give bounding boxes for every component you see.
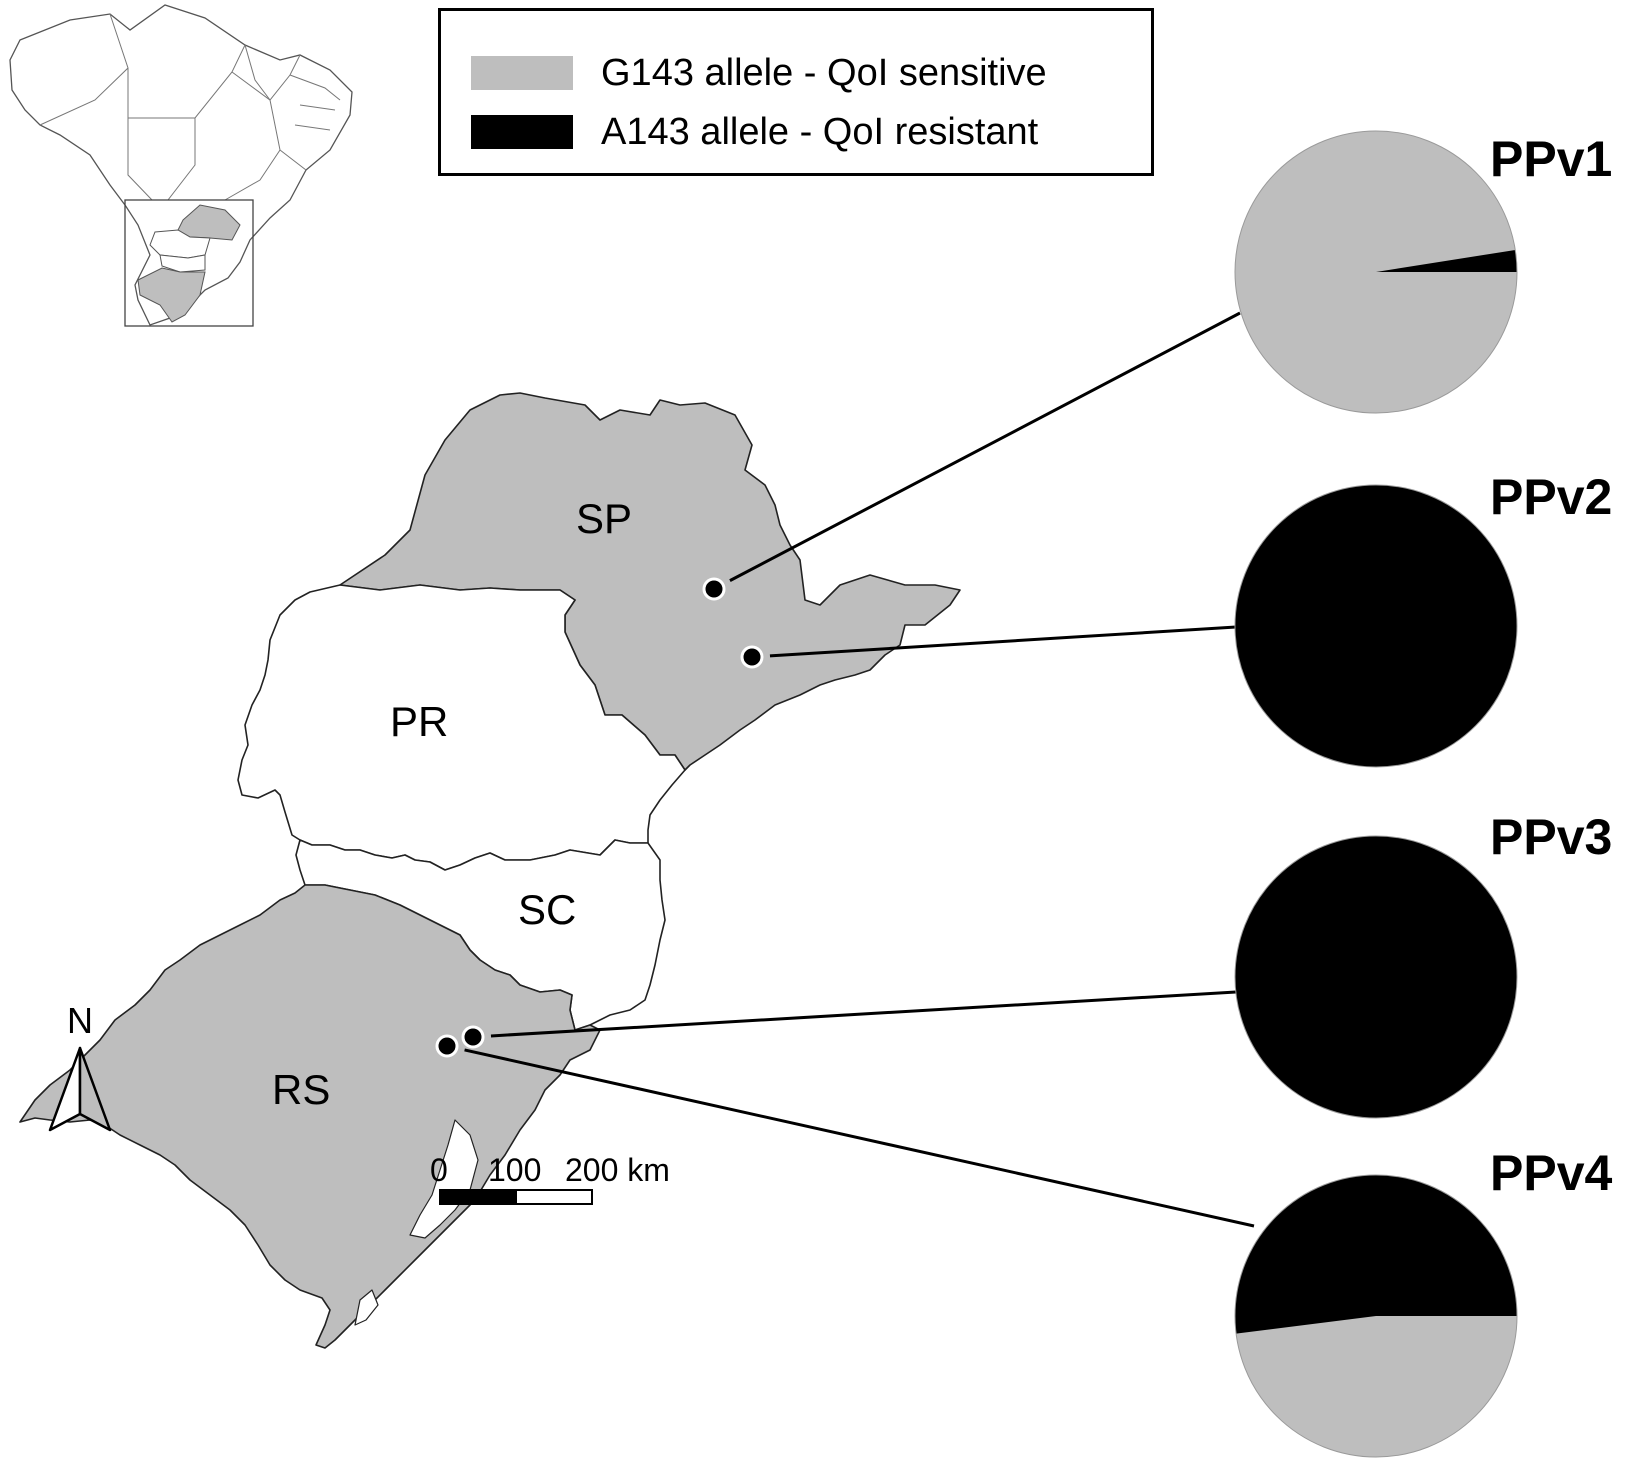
inset-sc	[159, 254, 206, 273]
leader-line-ppv3	[490, 990, 1237, 1038]
inset-extent-box	[124, 199, 254, 327]
sample-site-ppv3	[461, 1025, 485, 1049]
state-label-pr: PR	[390, 698, 449, 745]
pie-outline	[1234, 835, 1518, 1119]
state-label-sc: SC	[518, 886, 577, 933]
pie-slice-resistant	[1235, 1175, 1517, 1334]
north-arrow-icon	[48, 1046, 112, 1132]
scale-bar	[439, 1189, 593, 1205]
leader-line-ppv1	[729, 311, 1241, 582]
pie-label-ppv3: PPv3	[1490, 809, 1613, 865]
scale-bar-white-segment	[515, 1189, 593, 1205]
sample-site-ppv4	[435, 1034, 459, 1058]
inset-brazil-outline	[9, 4, 353, 326]
legend: G143 allele - QoI sensitive A143 allele …	[438, 8, 1154, 176]
inset-highlight-rs	[137, 267, 206, 323]
leader-line-ppv2	[769, 625, 1237, 658]
state-rs	[19, 884, 601, 1349]
leader-lines	[464, 311, 1255, 1228]
scale-tick-0: 0	[430, 1152, 448, 1188]
north-label: N	[67, 1000, 93, 1041]
legend-swatch-sensitive	[471, 56, 573, 90]
pie-slice-resistant	[1235, 836, 1517, 1118]
scale-tick-100: 100	[488, 1152, 542, 1188]
legend-swatch-resistant	[471, 115, 573, 149]
pie-label-ppv2: PPv2	[1490, 469, 1613, 525]
pie-label-ppv4: PPv4	[1490, 1145, 1613, 1201]
pie-ppv4	[1234, 1174, 1518, 1458]
legend-label-sensitive: G143 allele - QoI sensitive	[601, 51, 1047, 94]
sample-sites	[435, 577, 764, 1058]
main-map	[19, 392, 961, 1349]
pie-charts	[1234, 130, 1518, 1458]
pie-label-ppv1: PPv1	[1490, 131, 1613, 187]
legend-item-resistant: A143 allele - QoI resistant	[471, 102, 1038, 162]
leader-line-ppv4	[464, 1048, 1255, 1228]
pie-slice-resistant	[1235, 485, 1517, 767]
pie-outline	[1234, 1174, 1518, 1458]
pie-ppv3	[1234, 835, 1518, 1119]
sample-site-ppv2	[740, 645, 764, 669]
pie-ppv1	[1234, 130, 1518, 414]
legend-label-resistant: A143 allele - QoI resistant	[601, 110, 1039, 153]
pie-slice-resistant	[1376, 249, 1517, 272]
inset-internal-borders	[39, 13, 341, 201]
state-label-sp: SP	[576, 495, 633, 542]
sample-site-ppv1	[702, 577, 726, 601]
pie-outline	[1234, 130, 1518, 414]
lagoon-south	[354, 1289, 379, 1326]
lagoon	[409, 1119, 479, 1239]
scale-tick-200: 200 km	[565, 1152, 670, 1188]
pie-outline	[1234, 484, 1518, 768]
scale-bar-black-segment	[439, 1189, 517, 1205]
legend-item-sensitive: G143 allele - QoI sensitive	[471, 43, 1047, 103]
pie-ppv2	[1234, 484, 1518, 768]
state-label-rs: RS	[272, 1066, 331, 1113]
inset-map	[9, 4, 353, 327]
